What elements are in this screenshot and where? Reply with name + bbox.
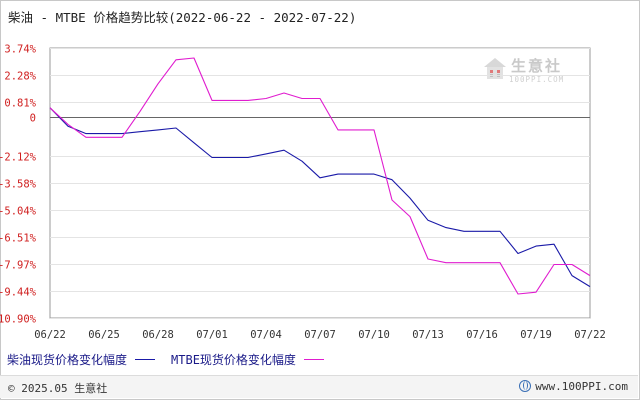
x-tick-label: 07/22 xyxy=(574,329,606,341)
x-tick-label: 07/07 xyxy=(304,329,336,341)
x-tick-label: 07/13 xyxy=(412,329,444,341)
copyright-label: 2025.05 生意社 xyxy=(21,382,108,395)
footer-bar: © 2025.05 生意社 www.100PPI.com xyxy=(0,375,638,398)
legend-label-diesel: 柴油现货价格变化幅度 xyxy=(7,353,128,367)
x-tick-label: 06/25 xyxy=(88,329,120,341)
chart-title: 柴油 - MTBE 价格趋势比较(2022-06-22 - 2022-07-22… xyxy=(8,10,357,25)
x-tick-label: 07/10 xyxy=(358,329,390,341)
watermark-subtext: 100PPI.COM xyxy=(509,75,565,84)
series-line-mtbe xyxy=(49,57,591,295)
y-tick-label: 2.28% xyxy=(4,71,36,83)
y-tick-label: 0.81% xyxy=(4,98,36,110)
y-tick-label: 3.74% xyxy=(4,44,36,56)
x-tick-label: 07/16 xyxy=(466,329,498,341)
x-tick-label: 07/04 xyxy=(250,329,282,341)
legend-swatch-mtbe xyxy=(303,359,324,360)
y-tick-label: -2.12% xyxy=(0,152,37,164)
site-link-label: www.100PPI.com xyxy=(535,380,628,393)
legend: 柴油现货价格变化幅度 MTBE现货价格变化幅度 xyxy=(7,351,340,368)
site-link[interactable]: www.100PPI.com xyxy=(519,380,628,393)
x-tick-label: 06/22 xyxy=(34,329,66,341)
globe-icon xyxy=(519,380,532,392)
legend-label-mtbe: MTBE现货价格变化幅度 xyxy=(171,353,296,367)
y-tick-label: -3.58% xyxy=(0,179,37,191)
y-tick-label: -5.04% xyxy=(0,206,37,218)
y-tick-label: -9.44% xyxy=(0,287,37,299)
legend-swatch-diesel xyxy=(135,359,156,360)
y-tick-label: -7.97% xyxy=(0,260,37,272)
x-tick-label: 06/28 xyxy=(142,329,174,341)
y-tick-label: -6.51% xyxy=(0,233,37,245)
series-line-diesel xyxy=(49,107,591,288)
y-tick-label: -10.90% xyxy=(0,314,37,326)
copyright-text: © 2025.05 生意社 xyxy=(8,382,108,395)
watermark-text: 生意社 xyxy=(511,57,563,75)
x-tick-label: 07/19 xyxy=(520,329,552,341)
y-tick-label: 0 xyxy=(30,113,36,125)
x-tick-label: 07/01 xyxy=(196,329,228,341)
